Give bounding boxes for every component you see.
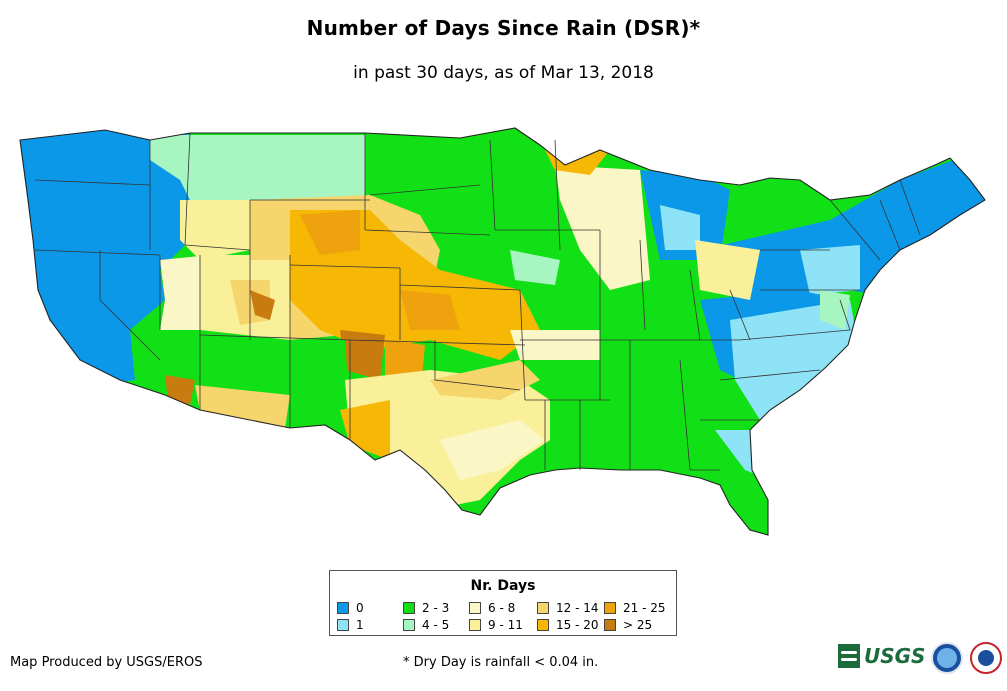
legend-label: 9 - 11 xyxy=(488,618,523,632)
us-outline xyxy=(19,127,986,536)
credit-text: Map Produced by USGS/EROS xyxy=(10,655,203,670)
legend-swatch xyxy=(469,602,481,614)
state-boundaries xyxy=(34,132,921,471)
legend-swatch xyxy=(403,602,415,614)
agency-logos: USGS xyxy=(838,640,1003,680)
nws-logo-icon xyxy=(970,642,1002,674)
legend-label: 6 - 8 xyxy=(488,601,516,615)
legend-item-3: 4 - 5 xyxy=(403,618,449,632)
map-title: Number of Days Since Rain (DSR)* xyxy=(306,16,701,40)
usgs-wordmark: USGS xyxy=(864,644,926,668)
legend-item-7: 15 - 20 xyxy=(537,618,599,632)
noaa-logo-icon xyxy=(931,642,963,674)
us-dsr-map xyxy=(19,127,986,536)
usgs-logo: USGS xyxy=(838,644,925,668)
legend-item-5: 9 - 11 xyxy=(469,618,523,632)
legend-label: 15 - 20 xyxy=(556,618,599,632)
legend-label: > 25 xyxy=(623,618,653,632)
legend-item-2: 2 - 3 xyxy=(403,601,449,615)
legend-label: 12 - 14 xyxy=(556,601,599,615)
legend-swatch xyxy=(537,619,549,631)
legend-swatch xyxy=(469,619,481,631)
legend-item-8: 21 - 25 xyxy=(604,601,666,615)
legend: Nr. Days 0 1 2 - 3 4 - 5 6 - 8 9 - 11 12… xyxy=(329,570,677,636)
legend-item-4: 6 - 8 xyxy=(469,601,515,615)
legend-item-6: 12 - 14 xyxy=(537,601,599,615)
legend-label: 2 - 3 xyxy=(422,601,450,615)
legend-swatch xyxy=(337,602,349,614)
legend-swatch xyxy=(604,619,616,631)
legend-swatch xyxy=(403,619,415,631)
legend-label: 4 - 5 xyxy=(422,618,450,632)
legend-swatch xyxy=(604,602,616,614)
legend-swatch xyxy=(537,602,549,614)
legend-item-1: 1 xyxy=(337,618,364,632)
usgs-mark-icon xyxy=(838,644,860,668)
footnote-text: * Dry Day is rainfall < 0.04 in. xyxy=(403,655,599,670)
legend-item-9: > 25 xyxy=(604,618,652,632)
legend-label: 21 - 25 xyxy=(623,601,666,615)
legend-label: 1 xyxy=(356,618,364,632)
dsr-color-fill xyxy=(20,128,985,535)
legend-swatch xyxy=(337,619,349,631)
legend-label: 0 xyxy=(356,601,364,615)
legend-title: Nr. Days xyxy=(470,578,536,594)
map-subtitle: in past 30 days, as of Mar 13, 2018 xyxy=(353,63,654,83)
legend-item-0: 0 xyxy=(337,601,364,615)
